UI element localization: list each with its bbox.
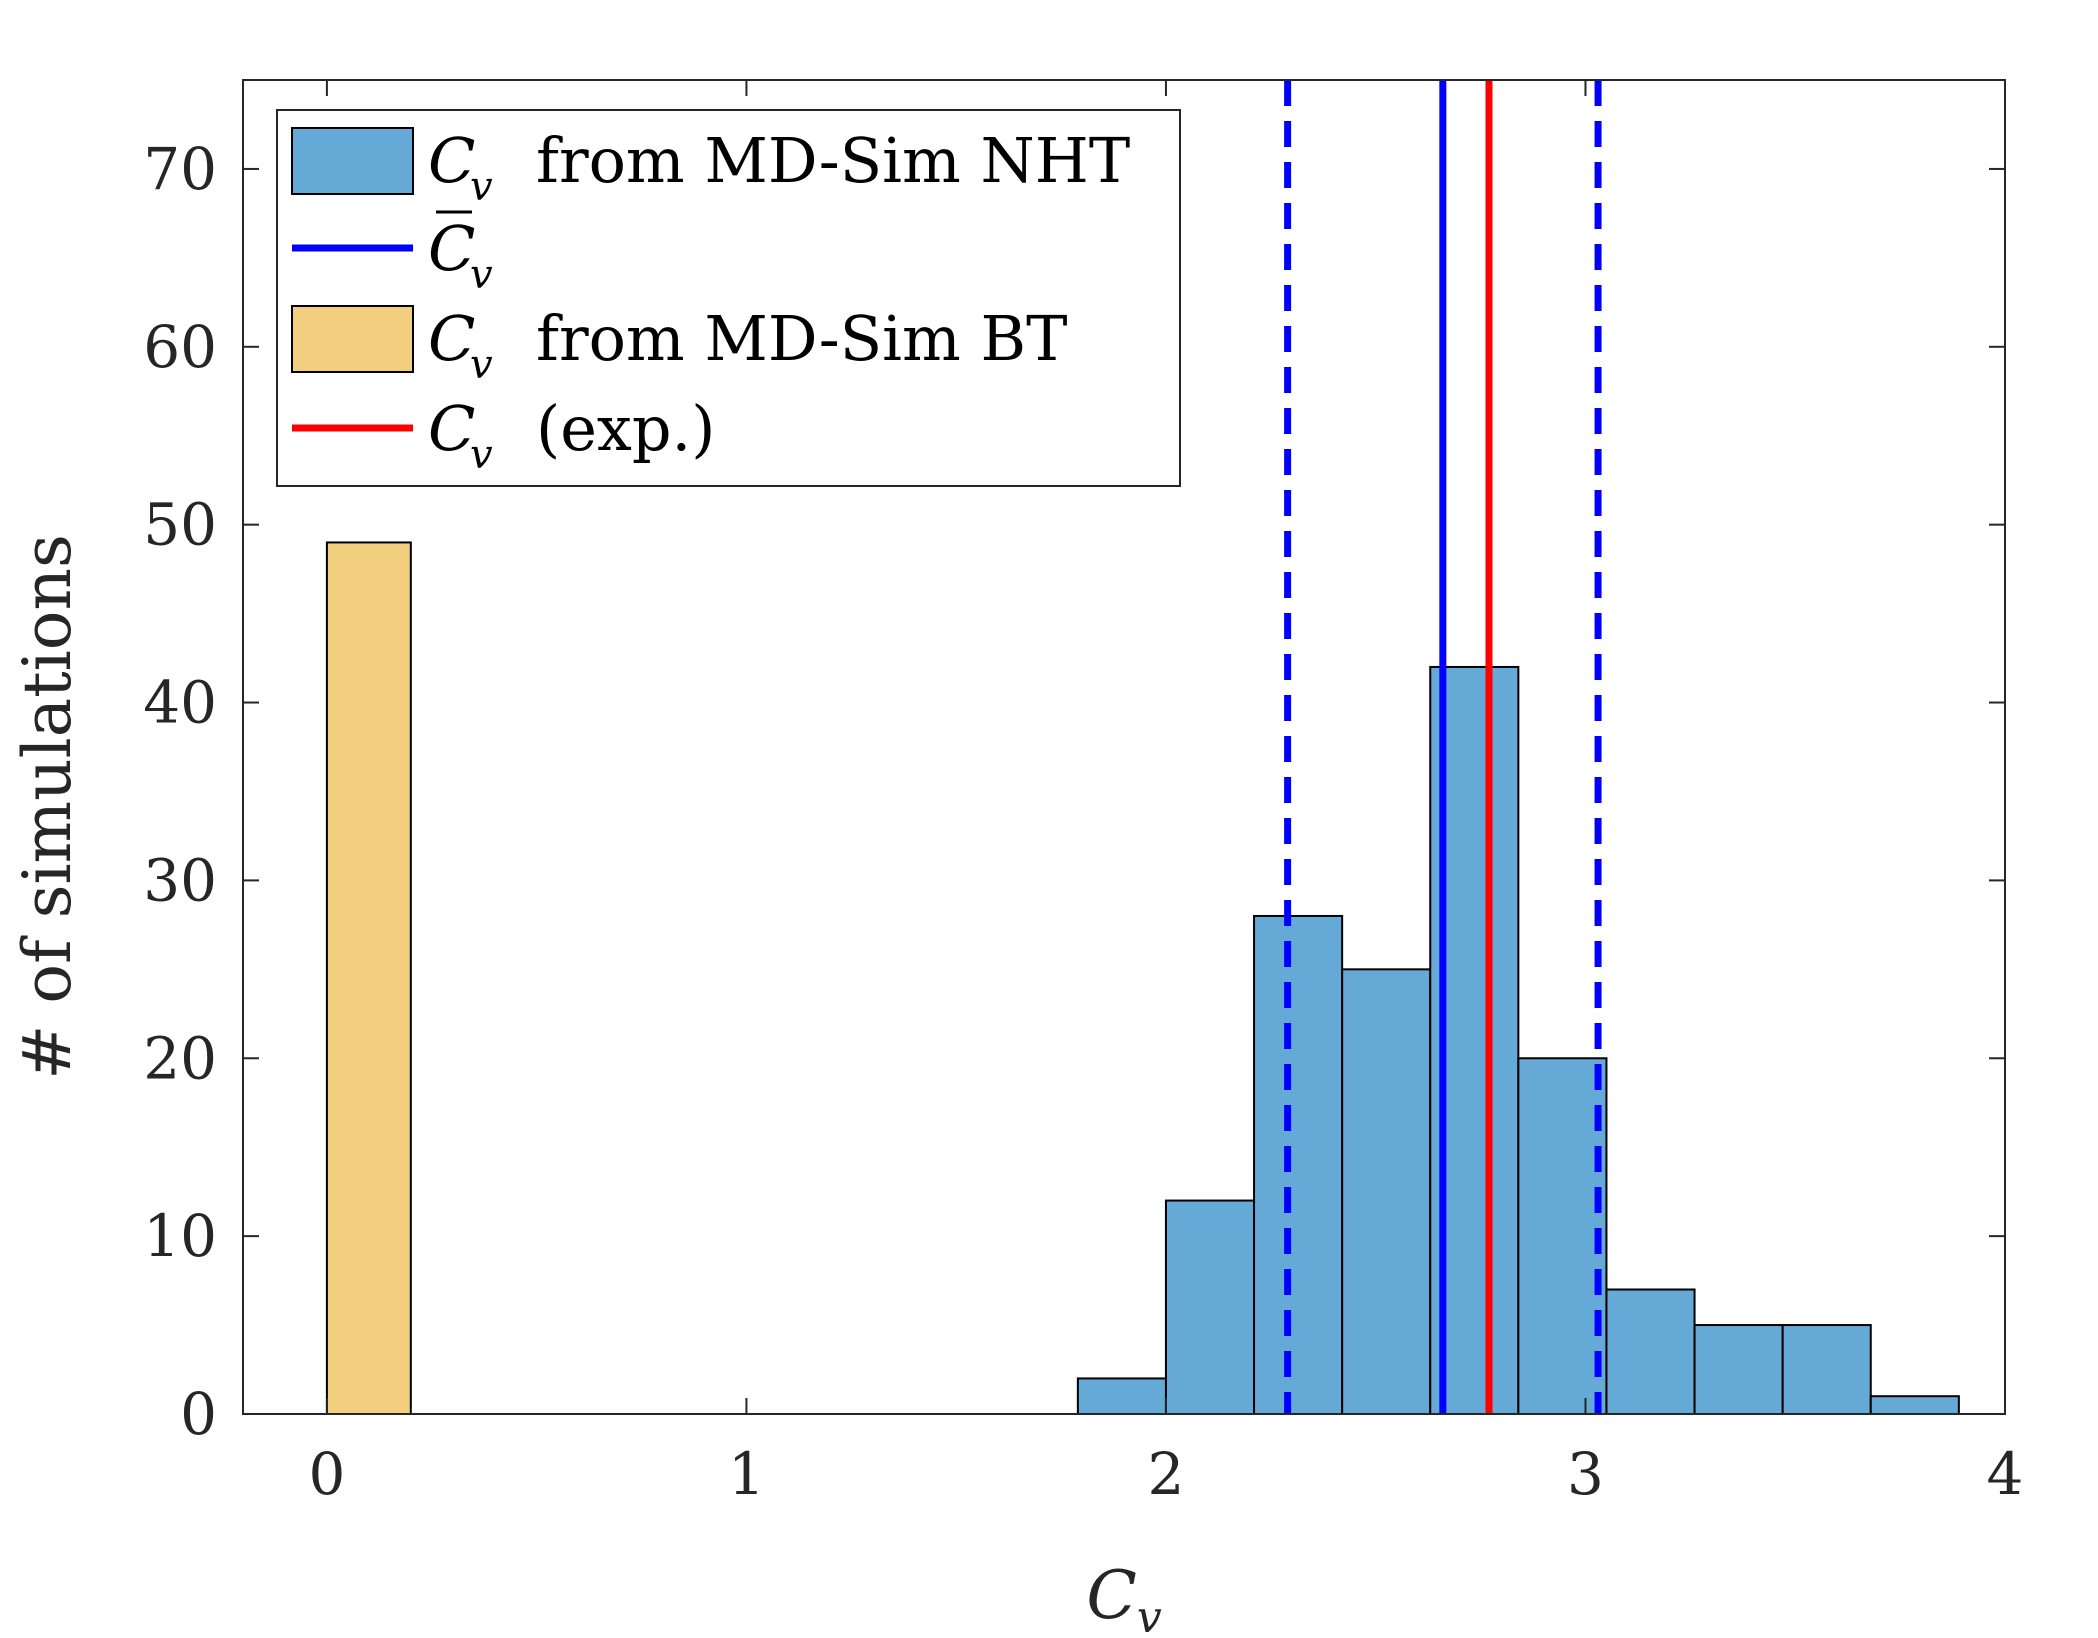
bar-series0-bin9 <box>1869 1395 1960 1416</box>
legend-label-3: (exp.) <box>536 392 715 465</box>
y-tick-label-30: 30 <box>143 846 217 914</box>
legend-subscript-1: v <box>470 252 493 298</box>
legend-symbol-1: C <box>428 212 475 285</box>
y-tick-label-0: 0 <box>180 1380 217 1448</box>
y-tick-label-40: 40 <box>143 669 217 737</box>
x-tick-label-4: 4 <box>1987 1440 2024 1508</box>
axes-box <box>242 79 2006 1415</box>
bar-series0-bin2 <box>1253 914 1344 1415</box>
legend-symbol-2: C <box>428 302 475 375</box>
legend-symbol-3: C <box>428 392 475 465</box>
bar-series0-bin8 <box>1781 1324 1872 1415</box>
x-tick-label-2: 2 <box>1147 1440 1184 1508</box>
legend-box <box>276 109 1181 487</box>
y-tick-label-10: 10 <box>143 1202 217 1270</box>
y-tick-label-20: 20 <box>143 1024 217 1092</box>
bar-series0-bin0 <box>1076 1377 1167 1415</box>
legend-label-0: from MD-Sim NHT <box>536 124 1130 197</box>
y-tick-label-60: 60 <box>143 313 217 381</box>
y-axis-label: # of simulations <box>9 534 86 1080</box>
bar-series0-bin6 <box>1605 1288 1696 1415</box>
legend-subscript-2: v <box>470 342 493 388</box>
vlines-layer <box>1284 80 1602 1414</box>
x-tick-label-0: 0 <box>308 1440 345 1508</box>
legend-swatch-2 <box>291 305 414 373</box>
x-axis-label-subscript: v <box>1137 1592 1162 1638</box>
bar-series0-bin5 <box>1517 1057 1608 1416</box>
bar-series1-bin0 <box>325 541 412 1415</box>
bar-series0-bin1 <box>1164 1199 1256 1416</box>
bars-layer <box>325 541 1960 1416</box>
legend-subscript-3: v <box>470 432 493 478</box>
x-tick-label-1: 1 <box>728 1440 765 1508</box>
y-tick-label-70: 70 <box>143 135 217 203</box>
bar-series0-bin3 <box>1341 968 1432 1415</box>
legend-subscript-0: v <box>470 164 493 210</box>
legend-swatch-0 <box>291 127 414 195</box>
y-tick-label-50: 50 <box>143 491 217 559</box>
legend-label-2: from MD-Sim BT <box>536 302 1067 375</box>
legend-symbol-0: C <box>428 124 475 197</box>
x-tick-label-3: 3 <box>1567 1440 1604 1508</box>
bar-series0-bin7 <box>1693 1324 1784 1415</box>
x-axis-label: Cv <box>1086 1557 1162 1638</box>
